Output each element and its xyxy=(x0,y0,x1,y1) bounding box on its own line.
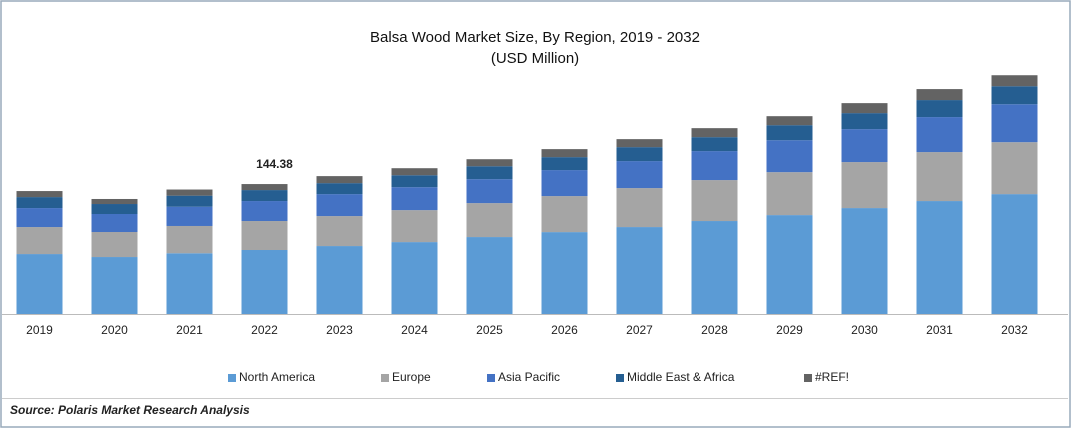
bar-segment xyxy=(16,191,63,198)
bar-segment xyxy=(766,215,813,314)
bar-segment xyxy=(16,254,63,314)
bar-segment xyxy=(391,187,438,211)
bar-segment xyxy=(316,194,363,217)
legend-swatch xyxy=(381,374,389,382)
bar-segment xyxy=(766,140,813,173)
bar-segment xyxy=(991,142,1038,195)
bar-segment xyxy=(541,157,588,171)
bar-segment xyxy=(91,214,138,233)
bar-segment xyxy=(91,257,138,314)
legend-label: Asia Pacific xyxy=(498,370,560,384)
bar-segment xyxy=(841,208,888,314)
bar-segment xyxy=(391,242,438,314)
bar-segment xyxy=(841,113,888,130)
chart-title: Balsa Wood Market Size, By Region, 2019 … xyxy=(370,29,700,46)
bar-segment xyxy=(916,201,963,314)
bar-segment xyxy=(316,246,363,314)
bar-segment xyxy=(466,203,513,238)
x-tick-label: 2024 xyxy=(401,323,428,337)
chart-subtitle: (USD Million) xyxy=(491,50,579,67)
legend-label: North America xyxy=(239,370,315,384)
bar-segment xyxy=(916,117,963,153)
bar-segment xyxy=(16,208,63,228)
bar-segment xyxy=(841,129,888,163)
bar-segment xyxy=(16,197,63,209)
bar-segment xyxy=(691,128,738,138)
legend-swatch xyxy=(804,374,812,382)
legend-label: Middle East & Africa xyxy=(627,370,735,384)
bar-segment xyxy=(691,180,738,222)
legend-swatch xyxy=(228,374,236,382)
bar-segment xyxy=(766,116,813,126)
bar-segment xyxy=(991,194,1038,314)
bar-segment xyxy=(991,86,1038,105)
bar-segment xyxy=(316,176,363,184)
bar-segment xyxy=(166,206,213,226)
bar-segment xyxy=(391,168,438,176)
legend-swatch xyxy=(616,374,624,382)
bar-segment xyxy=(616,147,663,162)
x-tick-label: 2020 xyxy=(101,323,128,337)
bar-segment xyxy=(841,103,888,114)
bar-segment xyxy=(916,89,963,101)
bar-segment xyxy=(916,152,963,202)
bar-segment xyxy=(691,151,738,181)
bar-segment xyxy=(466,159,513,167)
bar-segment xyxy=(766,172,813,216)
bar-segment xyxy=(616,139,663,148)
bar-segment xyxy=(616,188,663,228)
bar-segment xyxy=(991,104,1038,143)
x-tick-label: 2023 xyxy=(326,323,353,337)
x-tick-label: 2031 xyxy=(926,323,953,337)
bar-segment xyxy=(766,125,813,141)
x-tick-label: 2028 xyxy=(701,323,728,337)
legend-swatch xyxy=(487,374,495,382)
bar-segment xyxy=(241,184,288,191)
bar-segment xyxy=(616,227,663,314)
bar-segment xyxy=(916,100,963,118)
x-tick-label: 2021 xyxy=(176,323,203,337)
bar-segment xyxy=(391,210,438,243)
bar-segment xyxy=(241,190,288,202)
bar-segment xyxy=(166,253,213,314)
bar-segment xyxy=(16,227,63,255)
bar-segment xyxy=(391,175,438,188)
total-label: 144.38 xyxy=(256,157,293,171)
bar-segment xyxy=(466,166,513,180)
x-tick-label: 2022 xyxy=(251,323,278,337)
bar-segment xyxy=(166,189,213,196)
bar-segment xyxy=(466,179,513,204)
bar-segment xyxy=(241,221,288,251)
bar-segment xyxy=(241,201,288,222)
x-tick-label: 2025 xyxy=(476,323,503,337)
bar-segment xyxy=(541,149,588,158)
x-tick-label: 2030 xyxy=(851,323,878,337)
bar-segment xyxy=(541,196,588,233)
bar-segment xyxy=(691,137,738,152)
bar-segment xyxy=(691,221,738,314)
bar-segment xyxy=(91,204,138,215)
bar-segment xyxy=(91,198,138,205)
x-tick-label: 2029 xyxy=(776,323,803,337)
bar-segment xyxy=(466,237,513,314)
bar-segment xyxy=(841,162,888,209)
bar-segment xyxy=(541,232,588,314)
bar-segment xyxy=(166,225,213,254)
bar-segment xyxy=(316,183,363,195)
legend-label: Europe xyxy=(392,370,431,384)
x-tick-label: 2027 xyxy=(626,323,653,337)
x-tick-label: 2026 xyxy=(551,323,578,337)
bar-segment xyxy=(616,161,663,189)
bar-segment xyxy=(316,216,363,247)
legend-label: #REF! xyxy=(815,370,849,384)
bar-segment xyxy=(541,170,588,197)
bar-segment xyxy=(991,75,1038,87)
source: Source: Polaris Market Research Analysis xyxy=(10,403,250,417)
bar-segment xyxy=(166,195,213,207)
x-tick-label: 2032 xyxy=(1001,323,1028,337)
x-tick-label: 2019 xyxy=(26,323,53,337)
bar-segment xyxy=(241,250,288,314)
bar-segment xyxy=(91,232,138,258)
